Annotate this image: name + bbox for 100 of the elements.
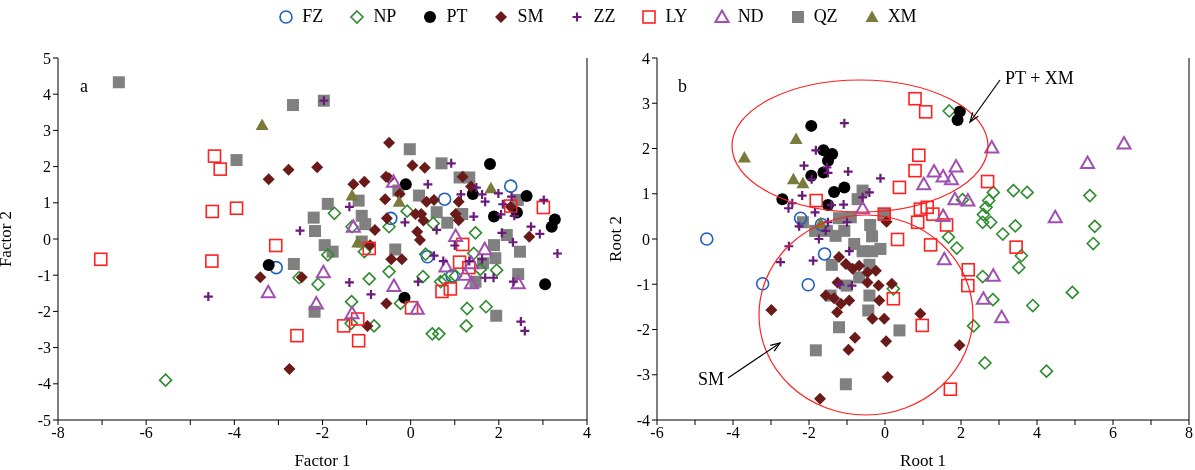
point <box>230 154 243 167</box>
y-tick-label: 2 <box>43 158 51 176</box>
y-tick-label: 4 <box>43 85 51 103</box>
point <box>863 289 876 302</box>
point <box>336 319 351 333</box>
x-tick-label: 2 <box>494 424 503 442</box>
point <box>809 344 822 357</box>
point <box>936 251 952 266</box>
point <box>978 356 992 370</box>
point <box>466 246 481 261</box>
x-tick-label: -2 <box>802 424 816 442</box>
point <box>473 262 488 277</box>
point <box>1116 136 1132 150</box>
point <box>290 328 304 343</box>
legend-label: SM <box>517 6 544 27</box>
legend-label: XM <box>887 6 917 27</box>
point <box>1008 219 1023 233</box>
x-tick-label: 6 <box>1109 424 1117 442</box>
point <box>833 251 846 264</box>
point <box>961 262 976 277</box>
point <box>437 192 452 206</box>
point <box>1020 185 1034 200</box>
y-tick-label: -5 <box>37 411 51 429</box>
point <box>309 225 322 238</box>
point <box>321 197 334 210</box>
point <box>981 193 996 208</box>
point <box>545 220 558 233</box>
point <box>403 143 416 156</box>
x-tick-label: -4 <box>227 424 241 442</box>
point <box>975 215 990 230</box>
point <box>980 174 995 189</box>
legend-label: PT <box>446 6 468 27</box>
point <box>351 236 365 248</box>
point <box>523 230 536 243</box>
point <box>839 257 852 270</box>
point <box>344 305 360 320</box>
point <box>699 232 714 246</box>
point <box>1009 240 1023 254</box>
y-tick-label: -1 <box>636 275 650 293</box>
point <box>819 289 832 302</box>
point <box>765 304 778 317</box>
point <box>893 324 906 337</box>
annotation: b <box>678 76 687 96</box>
point <box>966 319 981 333</box>
point <box>438 259 454 273</box>
point <box>379 193 392 206</box>
point <box>433 274 448 289</box>
point <box>435 284 449 299</box>
point <box>948 159 964 173</box>
point <box>307 211 320 224</box>
point <box>344 294 359 309</box>
point <box>975 269 990 284</box>
point <box>426 216 440 231</box>
y-tick-label: 3 <box>642 94 650 112</box>
point <box>320 248 335 262</box>
point <box>464 255 479 270</box>
point <box>866 230 879 243</box>
point <box>942 104 957 118</box>
point <box>947 191 963 206</box>
point <box>484 158 497 171</box>
point <box>890 232 905 247</box>
point <box>357 244 372 259</box>
point <box>793 211 808 225</box>
point <box>359 218 372 231</box>
y-tick-label: 0 <box>43 230 51 248</box>
point <box>874 242 887 255</box>
point <box>385 174 401 188</box>
point <box>943 382 958 397</box>
point <box>520 189 533 202</box>
point <box>986 185 1001 200</box>
point <box>838 224 851 237</box>
point <box>287 257 300 270</box>
point <box>920 200 934 215</box>
point <box>892 180 907 195</box>
point <box>430 206 443 219</box>
point <box>801 277 816 292</box>
point <box>489 252 502 265</box>
point <box>311 277 325 292</box>
x-tick-label: 8 <box>1185 424 1193 442</box>
point <box>416 269 430 284</box>
point <box>880 335 893 348</box>
point <box>885 277 898 290</box>
point <box>468 226 483 240</box>
point <box>996 227 1010 241</box>
x-tick-label: 0 <box>406 424 415 442</box>
point <box>380 212 393 225</box>
point <box>923 238 938 252</box>
point <box>452 255 467 269</box>
point <box>385 253 398 266</box>
point <box>1039 364 1054 378</box>
y-tick-label: -3 <box>37 339 51 357</box>
point <box>428 193 441 206</box>
point <box>93 252 108 267</box>
x-tick-label: 0 <box>881 424 889 442</box>
point <box>1047 209 1063 224</box>
annotation: a <box>80 76 88 96</box>
point <box>831 306 844 319</box>
point <box>935 208 951 222</box>
legend-label: FZ <box>302 6 324 27</box>
point <box>205 254 219 268</box>
